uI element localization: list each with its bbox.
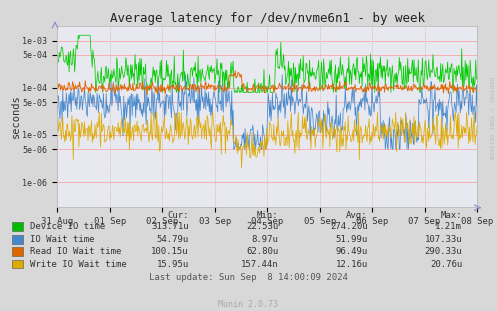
Text: 1.21m: 1.21m <box>435 222 462 231</box>
Text: 107.33u: 107.33u <box>424 235 462 244</box>
Text: 96.49u: 96.49u <box>335 247 368 256</box>
Title: Average latency for /dev/nvme6n1 - by week: Average latency for /dev/nvme6n1 - by we… <box>110 12 424 25</box>
Text: 290.33u: 290.33u <box>424 247 462 256</box>
Text: 157.44n: 157.44n <box>241 260 278 268</box>
Text: 51.99u: 51.99u <box>335 235 368 244</box>
Text: 12.16u: 12.16u <box>335 260 368 268</box>
Text: 313.71u: 313.71u <box>151 222 189 231</box>
Text: 8.97u: 8.97u <box>251 235 278 244</box>
Y-axis label: seconds: seconds <box>11 95 21 138</box>
Text: IO Wait time: IO Wait time <box>30 235 94 244</box>
Text: Avg:: Avg: <box>346 211 368 220</box>
Text: 15.95u: 15.95u <box>157 260 189 268</box>
Text: 62.80u: 62.80u <box>246 247 278 256</box>
Text: 100.15u: 100.15u <box>151 247 189 256</box>
Text: Read IO Wait time: Read IO Wait time <box>30 247 121 256</box>
Text: 274.20u: 274.20u <box>330 222 368 231</box>
Text: Cur:: Cur: <box>167 211 189 220</box>
Text: 20.76u: 20.76u <box>430 260 462 268</box>
Text: 22.53u: 22.53u <box>246 222 278 231</box>
Text: Device IO time: Device IO time <box>30 222 105 231</box>
Text: Min:: Min: <box>257 211 278 220</box>
Text: RRDTOOL / TOBI OETIKER: RRDTOOL / TOBI OETIKER <box>489 77 494 160</box>
Text: Max:: Max: <box>441 211 462 220</box>
Text: 54.79u: 54.79u <box>157 235 189 244</box>
Text: Last update: Sun Sep  8 14:00:09 2024: Last update: Sun Sep 8 14:00:09 2024 <box>149 273 348 282</box>
Text: Write IO Wait time: Write IO Wait time <box>30 260 127 268</box>
Text: Munin 2.0.73: Munin 2.0.73 <box>219 300 278 309</box>
